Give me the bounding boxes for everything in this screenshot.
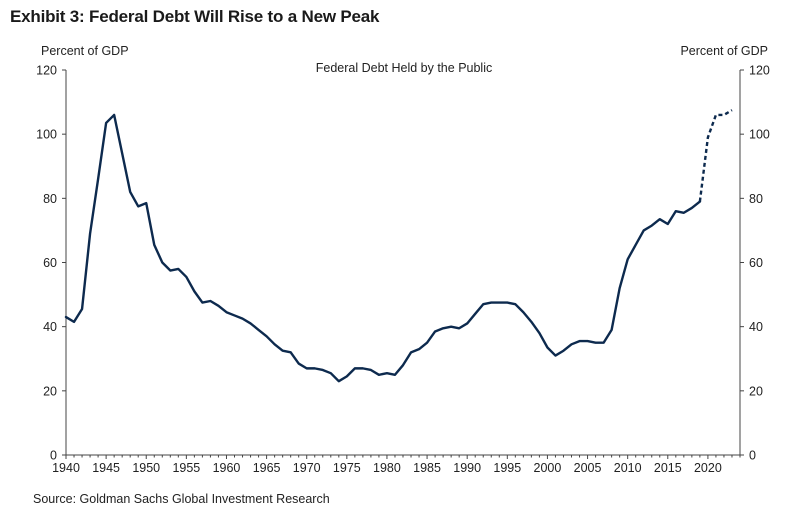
plot-lines [64,109,733,383]
x-tick-label: 1975 [333,461,361,475]
x-tick-label: 1970 [293,461,321,475]
x-tick-label: 1990 [453,461,481,475]
historical-line [64,113,702,383]
y-tick-label-left: 60 [43,256,57,270]
x-tick-label: 1985 [413,461,441,475]
x-tick-label: 1945 [92,461,120,475]
x-tick-label: 2020 [694,461,722,475]
y-tick-label-left: 120 [36,64,57,78]
y-tick-label-right: 40 [749,320,763,334]
y-axis-label-right: Percent of GDP [680,44,768,58]
y-tick-label-left: 100 [36,128,57,142]
y-tick-label-right: 0 [749,449,756,463]
y-tick-label-left: 20 [43,384,57,398]
chart-title: Federal Debt Held by the Public [316,61,492,75]
y-axis-label-left: Percent of GDP [41,44,129,58]
x-tick-label: 2015 [654,461,682,475]
y-tick-label-left: 0 [50,449,57,463]
y-tick-label-left: 40 [43,320,57,334]
y-tick-label-right: 20 [749,384,763,398]
x-tick-label: 2010 [614,461,642,475]
x-tick-label: 2000 [534,461,562,475]
exhibit-title: Exhibit 3: Federal Debt Will Rise to a N… [10,7,380,26]
x-tick-label: 1980 [373,461,401,475]
x-tick-label: 1940 [52,461,80,475]
source-note: Source: Goldman Sachs Global Investment … [33,492,330,506]
x-tick-label: 1960 [213,461,241,475]
y-tick-label-right: 100 [749,128,770,142]
projection-line [698,109,733,202]
y-tick-label-left: 80 [43,192,57,206]
y-tick-label-right: 120 [749,64,770,78]
x-tick-label: 2005 [574,461,602,475]
x-tick-label: 1995 [493,461,521,475]
y-tick-label-right: 60 [749,256,763,270]
x-tick-label: 1965 [253,461,281,475]
y-tick-label-right: 80 [749,192,763,206]
x-tick-label: 1955 [172,461,200,475]
x-tick-label: 1950 [132,461,160,475]
